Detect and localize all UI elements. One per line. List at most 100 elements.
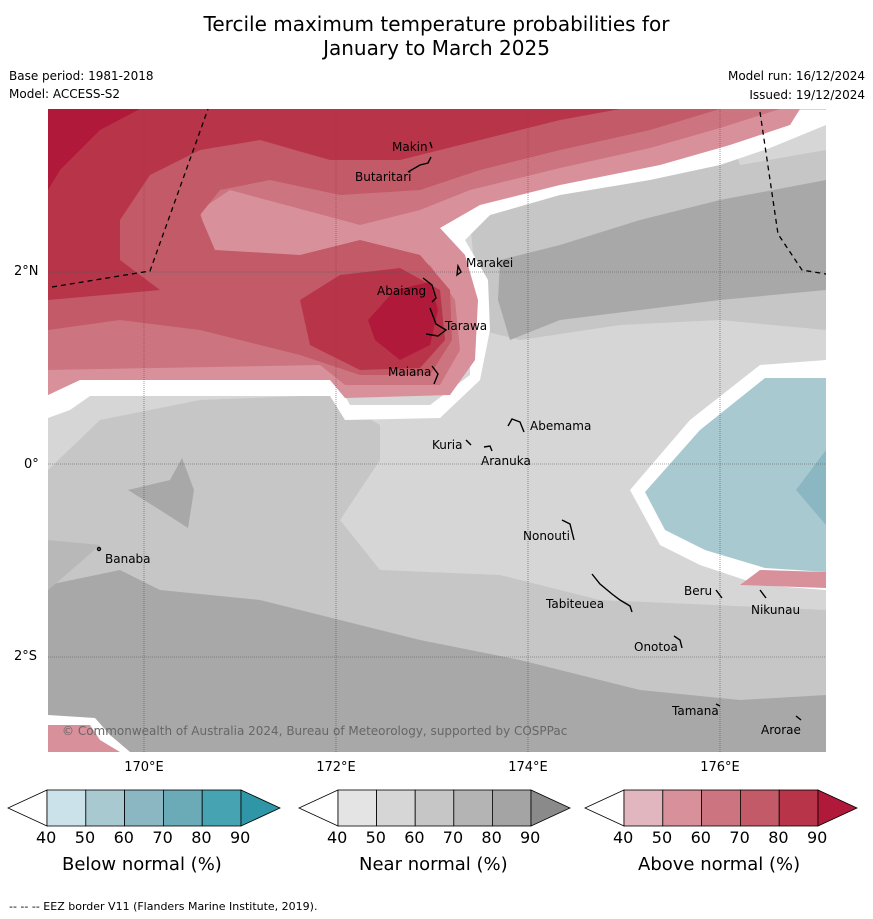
near-normal-70-patch-west [128, 458, 194, 528]
eez-border [51, 109, 826, 288]
label-butaritari: Butaritari [355, 170, 412, 184]
label-makin: Makin [392, 140, 428, 154]
nikunau-island [759, 589, 767, 599]
model-name: Model: ACCESS-S2 [9, 87, 121, 101]
lat-label-2s: 2°S [14, 649, 38, 664]
forecast-map: Makin Butaritari Marakei Abaiang Tarawa … [48, 109, 826, 752]
tamana-island [715, 703, 721, 707]
title-line-2: January to March 2025 [323, 36, 550, 60]
colorbar-near-swatch-4 [491, 789, 532, 827]
abemama-island [507, 418, 525, 433]
colorbar-title-near: Near normal (%) [359, 854, 508, 875]
colorbar-above-swatch-4 [778, 789, 819, 827]
onotoa-island [673, 635, 683, 649]
colorbar-near-tick-60: 60 [404, 828, 425, 847]
above-normal-50-patch-sw [48, 725, 120, 752]
copyright-notice: © Commonwealth of Australia 2024, Bureau… [62, 724, 568, 738]
eez-footnote: -- -- -- EEZ border V11 (Flanders Marine… [9, 900, 318, 913]
lat-label-2n: 2°N [14, 264, 39, 279]
colorbar-below-swatch-3 [162, 789, 203, 827]
kuria-island [465, 439, 472, 446]
above-normal-70-region [48, 109, 720, 375]
above-normal-80-region-nw [48, 109, 620, 300]
near-normal-70-region-ne [498, 180, 826, 340]
lon-label-176: 176°E [700, 760, 740, 775]
colorbar-above-tick-80: 80 [768, 828, 789, 847]
label-arorae: Arorae [761, 723, 801, 737]
colorbar-above-normal [584, 789, 858, 827]
nonouti-island [561, 519, 575, 541]
colorbar-near-swatch-3 [453, 789, 493, 827]
label-onotoa: Onotoa [634, 640, 678, 654]
map-title: Tercile maximum temperature probabilitie… [0, 12, 873, 60]
beru-island [715, 589, 723, 599]
colorbar-above-tick-90: 90 [807, 828, 828, 847]
colorbar-title-below: Below normal (%) [62, 854, 222, 875]
lon-label-170: 170°E [124, 760, 164, 775]
arorae-island [795, 715, 802, 721]
colorbar-near-tick-50: 50 [365, 828, 386, 847]
colorbar-below-tick-40: 40 [36, 828, 57, 847]
label-nonouti: Nonouti [523, 529, 570, 543]
colorbar-above-swatch-1 [662, 789, 702, 827]
colorbar-above-swatch-3 [740, 789, 780, 827]
butaritari-island [407, 156, 432, 173]
abaiang-island [422, 277, 437, 303]
islands [96, 141, 802, 721]
colorbar-near-normal [298, 789, 571, 827]
base-period: Base period: 1981-2018 [9, 69, 154, 83]
colorbar-near-swatch-1 [376, 789, 416, 827]
colorbar-below-tick-70: 70 [152, 828, 173, 847]
tarawa-island [425, 307, 448, 337]
banaba-island [96, 546, 102, 552]
label-banaba: Banaba [105, 552, 151, 566]
above-normal-50-patch-se [740, 570, 826, 588]
label-tarawa: Tarawa [444, 319, 487, 333]
title-line-1: Tercile maximum temperature probabilitie… [203, 12, 670, 36]
colorbar-above-tick-50: 50 [651, 828, 673, 847]
colorbar-near-swatch-2 [414, 789, 455, 827]
colorbar-below-extend-high [240, 789, 281, 827]
colorbar-near-extend-low [298, 789, 339, 827]
colorbar-above-extend-low [584, 789, 625, 827]
colorbar-above-tick-60: 60 [690, 828, 711, 847]
colorbar-near-tick-70: 70 [442, 828, 464, 847]
label-abemama: Abemama [530, 419, 591, 433]
colorbar-below-tick-90: 90 [230, 828, 251, 847]
model-run: Model run: 16/12/2024 [727, 69, 865, 83]
colorbar-below-normal [7, 789, 281, 827]
lon-label-174: 174°E [508, 760, 548, 775]
colorbar-near-extend-high [530, 789, 571, 827]
label-aranuka: Aranuka [481, 454, 531, 468]
colorbar-title-above: Above normal (%) [638, 854, 801, 875]
label-tabiteuea: Tabiteuea [545, 597, 604, 611]
colorbar-near-tick-80: 80 [481, 828, 502, 847]
label-maiana: Maiana [388, 365, 431, 379]
marakei-island [456, 263, 462, 277]
makin-island [429, 141, 433, 149]
above-normal-90-region-nw [48, 109, 140, 190]
colorbar-above-tick-40: 40 [613, 828, 634, 847]
graticule [48, 109, 826, 752]
colorbar-near-tick-90: 90 [520, 828, 541, 847]
colorbar-below-swatch-2 [124, 789, 164, 827]
colorbar-below-tick-60: 60 [113, 828, 134, 847]
maiana-island [431, 365, 439, 385]
below-normal-50-region [645, 378, 826, 572]
label-nikunau: Nikunau [751, 603, 800, 617]
label-abaiang: Abaiang [377, 284, 426, 298]
label-beru: Beru [684, 584, 712, 598]
colorbar-above-swatch-0 [623, 789, 664, 827]
colorbar-near-swatch-0 [337, 789, 377, 827]
colorbar-below-swatch-4 [201, 789, 242, 827]
above-normal-90-region [368, 282, 438, 360]
colorbar-below-swatch-1 [85, 789, 126, 827]
boundary-sw [48, 715, 130, 752]
lat-label-0: 0° [24, 457, 39, 472]
colorbar-below-swatch-0 [46, 789, 87, 827]
colorbar-below-tick-50: 50 [74, 828, 96, 847]
label-kuria: Kuria [432, 438, 463, 452]
label-marakei: Marakei [466, 256, 513, 270]
colorbar-above-extend-high [817, 789, 858, 827]
colorbar-above-swatch-2 [701, 789, 741, 827]
